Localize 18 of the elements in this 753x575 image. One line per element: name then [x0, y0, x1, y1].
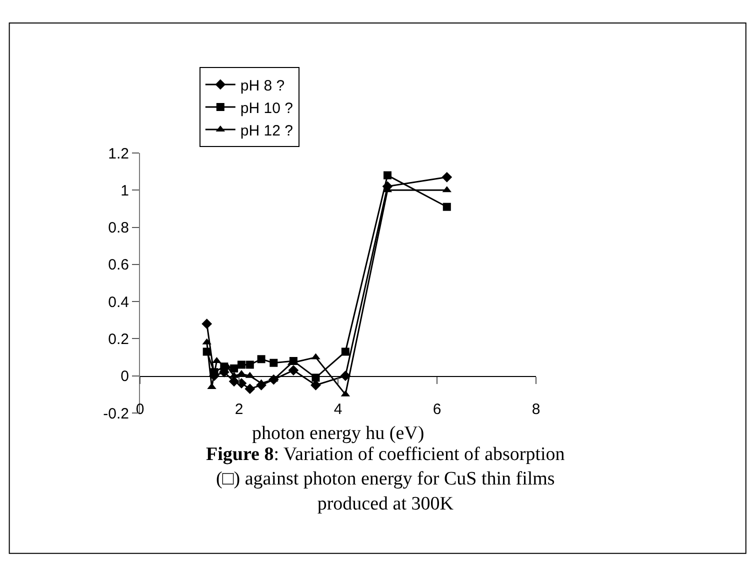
x-tick-label: 4 — [334, 400, 342, 418]
text: Figure 8: Variation of coefficient of absorption (□) against photon energy for CuS thin films produced at 300K — [206, 444, 566, 514]
y-tick-label: 0 — [120, 368, 129, 386]
y-tick-label: 0.2 — [108, 330, 129, 348]
x-tick-label: 0 — [136, 400, 144, 418]
y-tick-label: 1 — [120, 182, 129, 200]
x-tick-label: 2 — [234, 400, 244, 418]
y-tick-label: 0.6 — [108, 256, 129, 274]
x-tick-label: 6 — [432, 400, 442, 418]
y-tick-label: -0.2 — [103, 405, 129, 422]
x-axis-title: photon energy hu (eV) — [252, 423, 424, 444]
legend-label: pH 12 ? — [240, 122, 293, 140]
y-tick-label: 0.4 — [108, 294, 129, 311]
y-tick-label: 0.8 — [108, 220, 129, 237]
legend-label: pH 10 ? — [240, 100, 293, 117]
legend-label: pH 8 ? — [240, 77, 285, 94]
x-tick-label: 8 — [532, 400, 540, 418]
y-tick-label: 1.2 — [108, 145, 129, 162]
